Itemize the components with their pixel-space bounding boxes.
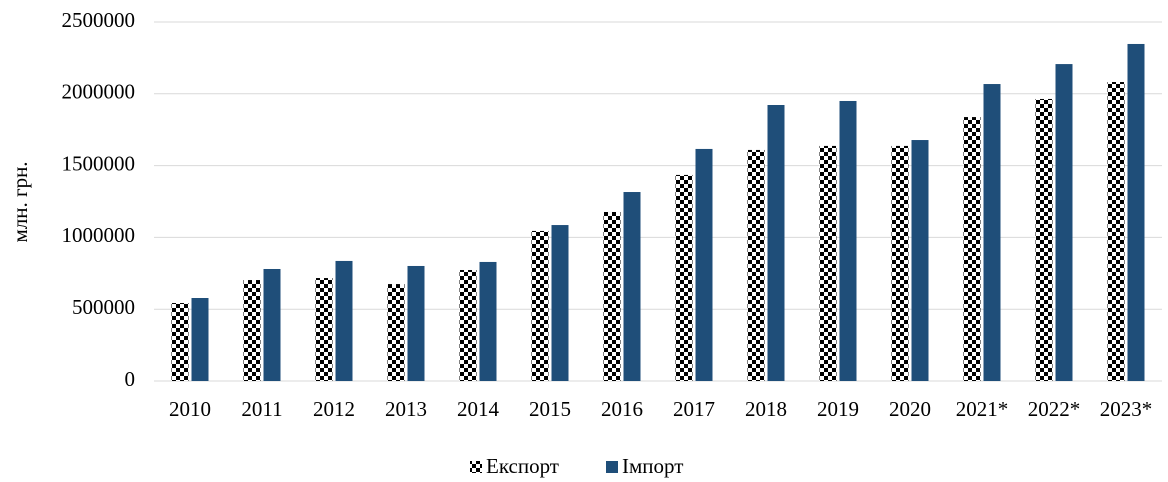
bar [911, 140, 929, 381]
bar [315, 278, 333, 381]
x-tick-label: 2022* [1028, 397, 1081, 421]
bar [623, 192, 641, 381]
bar [695, 148, 713, 381]
x-tick-label: 2010 [169, 397, 211, 421]
bar [1127, 43, 1145, 382]
bar [963, 117, 981, 381]
y-tick-label: 0 [125, 367, 136, 391]
bar [767, 105, 785, 382]
bar [675, 174, 693, 381]
legend-swatch [470, 461, 482, 473]
x-tick-label: 2013 [385, 397, 427, 421]
x-tick-label: 2023* [1100, 397, 1153, 421]
x-tick-label: 2021* [956, 397, 1009, 421]
bar [407, 265, 425, 381]
bar [819, 145, 837, 381]
bar [479, 261, 497, 381]
x-tick-label: 2018 [745, 397, 787, 421]
bar [335, 260, 353, 381]
bar [747, 149, 765, 381]
x-tick-label: 2012 [313, 397, 355, 421]
x-tick-label: 2014 [457, 397, 500, 421]
y-tick-label: 2000000 [62, 80, 136, 104]
bar [171, 303, 189, 381]
y-tick-label: 2500000 [62, 8, 136, 32]
bar [1107, 82, 1125, 381]
bar [1035, 98, 1053, 381]
legend-swatch [606, 461, 618, 473]
bar [531, 230, 549, 381]
legend-label: Експорт [486, 454, 559, 478]
bar [191, 297, 209, 381]
bar [603, 211, 621, 381]
y-tick-label: 1000000 [62, 223, 136, 247]
x-tick-label: 2016 [601, 397, 643, 421]
y-tick-label: 500000 [72, 295, 135, 319]
bar [459, 269, 477, 381]
x-tick-label: 2020 [889, 397, 931, 421]
x-tick-label: 2017 [673, 397, 715, 421]
bar [891, 145, 909, 381]
bar [263, 268, 281, 381]
y-tick-label: 1500000 [62, 151, 136, 175]
bar [1055, 64, 1073, 381]
bar [387, 284, 405, 381]
bar [983, 84, 1001, 381]
y-axis-label: млн. грн. [8, 161, 32, 242]
x-tick-label: 2011 [241, 397, 282, 421]
bar [839, 100, 857, 381]
x-tick-label: 2019 [817, 397, 859, 421]
legend-label: Імпорт [622, 454, 683, 478]
bar [243, 280, 261, 381]
bar [551, 225, 569, 381]
x-tick-label: 2015 [529, 397, 571, 421]
